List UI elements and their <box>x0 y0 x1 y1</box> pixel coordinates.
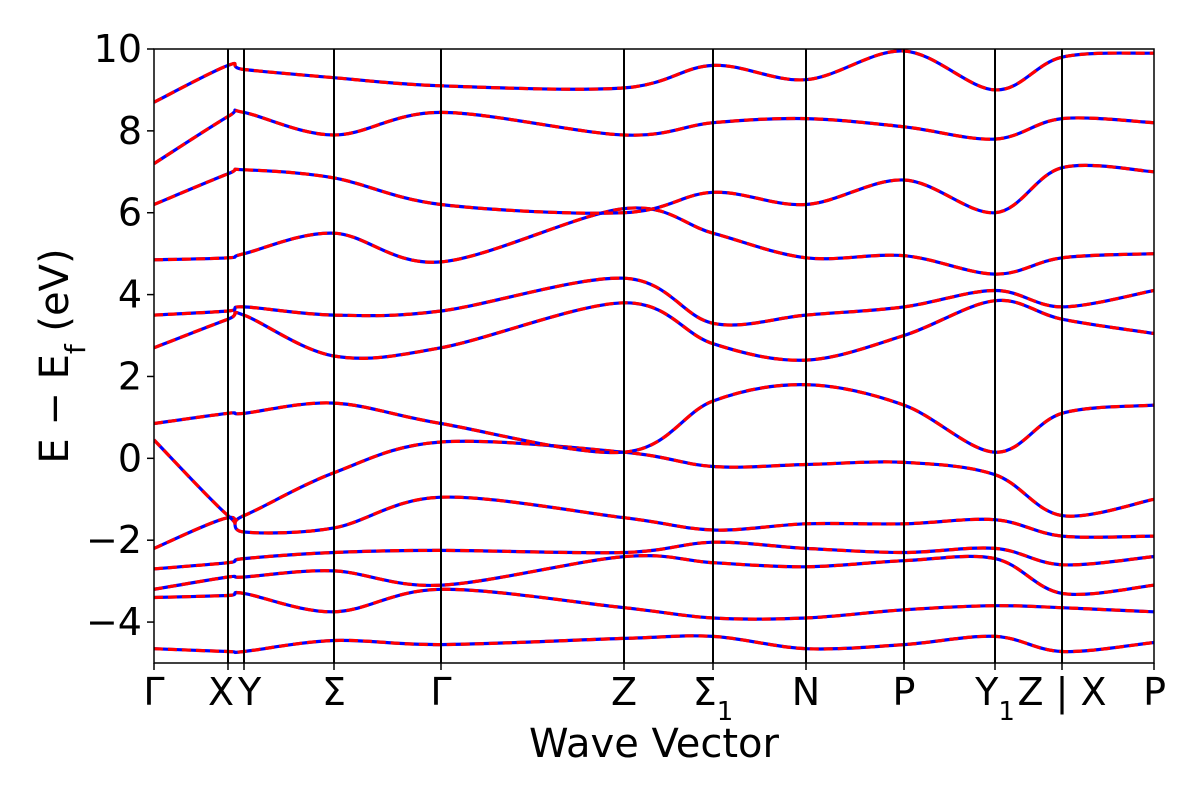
band-11-spin-down <box>154 163 1154 215</box>
y-tick-label: 4 <box>118 273 142 317</box>
plot-background <box>154 49 1154 663</box>
band-2-spin-down <box>154 587 1154 621</box>
x-tick-label: Γ <box>430 670 451 714</box>
y-axis: −4 −2 0 2 4 6 8 10 <box>86 27 154 644</box>
x-tick-label: X <box>208 670 234 714</box>
x-tick-label: Σ1 <box>693 670 734 727</box>
plot-frame <box>153 48 1155 664</box>
y-tick-label: 8 <box>118 109 142 153</box>
y-tick-label: 6 <box>118 191 142 235</box>
band-3-spin-up <box>154 554 1154 596</box>
y-tick-label: 10 <box>94 27 142 71</box>
y-tick-label: −2 <box>86 518 142 562</box>
high-symmetry-lines <box>227 49 1063 663</box>
x-tick-label: Σ <box>322 670 346 714</box>
x-tick-label: P <box>893 670 916 714</box>
y-tick-label: −4 <box>86 600 142 644</box>
y-axis-title: E − Ef (eV) <box>32 248 92 463</box>
x-tick-label: Y <box>237 670 262 714</box>
band-7-spin-down <box>154 383 1154 455</box>
x-tick-label: Z <box>611 670 637 714</box>
y-tick-label: 2 <box>118 354 142 398</box>
x-tick-label: Γ <box>143 670 164 714</box>
x-tick-label: P <box>1143 670 1166 714</box>
x-tick-label: Z | X <box>1017 670 1106 715</box>
x-tick-label: Y1 <box>974 670 1015 727</box>
x-axis-title: Wave Vector <box>529 721 780 767</box>
x-tick-label: N <box>792 670 820 714</box>
y-tick-label: 0 <box>118 436 142 480</box>
